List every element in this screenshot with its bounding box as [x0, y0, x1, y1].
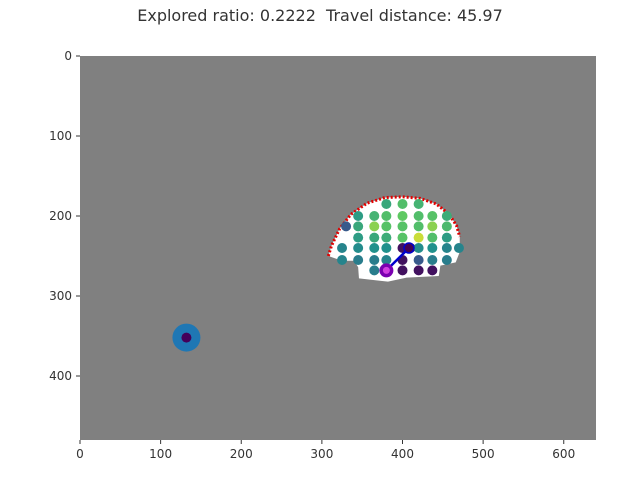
candidate-point: [397, 199, 408, 209]
candidate-point: [397, 221, 408, 232]
candidate-point: [413, 199, 424, 209]
candidate-point: [413, 265, 424, 276]
candidate-point: [413, 255, 424, 265]
goal-marker-center: [181, 332, 192, 343]
candidate-point: [413, 232, 424, 243]
candidate-point: [427, 243, 438, 253]
candidate-point: [369, 211, 380, 221]
candidate-point: [381, 255, 392, 265]
candidate-point: [397, 211, 408, 221]
x-tick-label: 500: [472, 447, 495, 461]
candidate-point: [369, 232, 380, 243]
axes: 0 100 200 300 400 500 600 0 100 200 300 400: [49, 49, 575, 461]
candidate-point: [413, 221, 424, 232]
candidate-point: [341, 221, 352, 232]
y-tick-label: 400: [49, 369, 72, 383]
x-tick-label: 0: [76, 447, 84, 461]
x-tick-label: 600: [552, 447, 575, 461]
candidate-point: [441, 221, 452, 232]
x-tick-label: 100: [149, 447, 172, 461]
candidate-point: [441, 255, 452, 265]
candidate-point: [353, 243, 364, 253]
y-tick-label: 0: [64, 49, 72, 63]
candidate-point: [397, 232, 408, 243]
candidate-point: [369, 221, 380, 232]
candidate-point: [427, 232, 438, 243]
plot-title: Explored ratio: 0.2222 Travel distance: …: [137, 6, 503, 25]
candidate-point: [397, 265, 408, 276]
candidate-point: [413, 211, 424, 221]
candidate-point: [337, 243, 348, 253]
x-tick-label: 300: [310, 447, 333, 461]
candidate-point: [427, 265, 438, 276]
candidate-point: [369, 255, 380, 265]
candidate-point: [353, 255, 364, 265]
candidate-point: [381, 211, 392, 221]
candidate-point: [369, 265, 380, 276]
candidate-point: [441, 232, 452, 243]
y-tick-label: 300: [49, 289, 72, 303]
candidate-point: [441, 211, 452, 221]
candidate-point: [413, 243, 424, 253]
y-tick-label: 200: [49, 209, 72, 223]
candidate-point: [381, 232, 392, 243]
y-tick-label: 100: [49, 129, 72, 143]
candidate-point: [353, 232, 364, 243]
candidate-point: [353, 211, 364, 221]
candidate-point: [453, 243, 464, 253]
path-end-point: [403, 242, 415, 254]
candidate-point: [353, 221, 364, 232]
agent-marker-center: [382, 266, 390, 274]
candidate-point: [381, 221, 392, 232]
candidate-point: [381, 243, 392, 253]
x-tick-label: 200: [230, 447, 253, 461]
map-layer: [172, 195, 464, 352]
x-tick-label: 400: [391, 447, 414, 461]
candidate-point: [427, 221, 438, 232]
candidate-point: [427, 211, 438, 221]
candidate-point: [427, 255, 438, 265]
candidate-point: [381, 199, 392, 209]
candidate-point: [441, 243, 452, 253]
candidate-point: [369, 243, 380, 253]
candidate-point: [337, 255, 348, 265]
